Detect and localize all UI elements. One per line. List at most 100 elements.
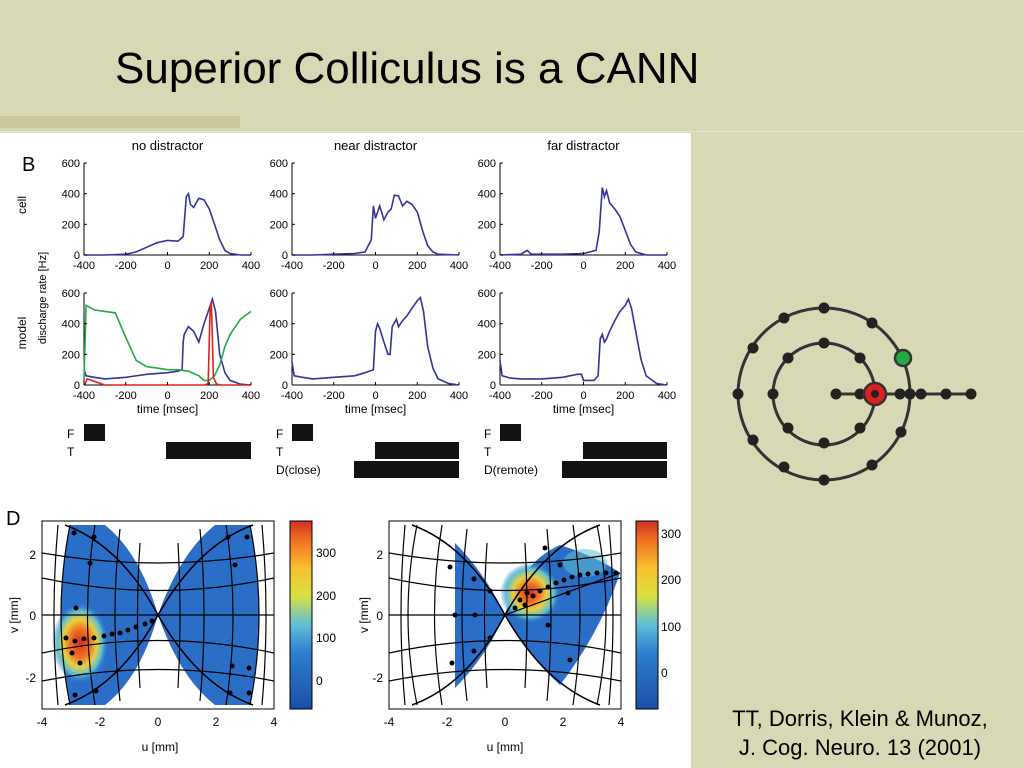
x-tick-label: -400 bbox=[73, 260, 95, 272]
x-tick-label: 0 bbox=[164, 260, 170, 272]
plot-axes bbox=[499, 293, 667, 386]
x-tick-label: 0 bbox=[372, 390, 378, 402]
panel-d-ylabel: v [mm] bbox=[357, 597, 371, 633]
panel-d-ylabel: v [mm] bbox=[7, 597, 21, 633]
event-label-d-close: D(close) bbox=[276, 463, 321, 477]
x-tick-label: -200 bbox=[323, 390, 345, 402]
y-tick-label: 200 bbox=[478, 219, 496, 231]
panel-d-xlabel: u [mm] bbox=[487, 740, 524, 754]
citation: TT, Dorris, Klein & Munoz, J. Cog. Neuro… bbox=[700, 704, 1020, 762]
y-tick-label: 2 bbox=[29, 548, 36, 562]
y-tick-label: 200 bbox=[62, 219, 80, 231]
activity-hotspot bbox=[52, 603, 108, 683]
x-tick-label: 200 bbox=[408, 260, 426, 272]
series-line bbox=[84, 191, 251, 256]
y-tick-label: 400 bbox=[270, 319, 288, 331]
colorbar-tick: 200 bbox=[661, 573, 681, 587]
x-tick-label: -200 bbox=[531, 260, 553, 272]
y-tick-label: 600 bbox=[270, 158, 288, 170]
column-title: near distractor bbox=[334, 138, 418, 153]
colorbar-right: 300 200 100 0 bbox=[635, 520, 681, 710]
x-tick-label: 200 bbox=[616, 390, 634, 402]
series-line bbox=[292, 194, 460, 256]
slide-title: Superior Colliculus is a CANN bbox=[115, 44, 700, 93]
x-tick-label: 400 bbox=[450, 260, 468, 272]
event-bar-distractor bbox=[354, 461, 459, 478]
citation-journal: J. Cog. Neuro. 13 (2001) bbox=[738, 735, 982, 760]
y-tick-label: 0 bbox=[74, 380, 80, 392]
event-label-d-remote: D(remote) bbox=[484, 463, 538, 477]
y-tick-label: 600 bbox=[478, 288, 496, 300]
x-tick-label: -200 bbox=[531, 390, 553, 402]
x-tick-label: 4 bbox=[271, 715, 278, 729]
x-tick-label: 0 bbox=[372, 260, 378, 272]
panel-d-label: D bbox=[6, 508, 20, 530]
x-tick-label: 0 bbox=[502, 715, 509, 729]
x-axis-label: time [msec] bbox=[553, 402, 614, 416]
y-tick-label: -2 bbox=[25, 671, 36, 685]
event-label-t: T bbox=[67, 445, 75, 459]
y-tick-label: 600 bbox=[270, 288, 288, 300]
x-tick-label: 0 bbox=[580, 390, 586, 402]
y-tick-label: 200 bbox=[478, 349, 496, 361]
series-line bbox=[499, 297, 668, 386]
cann-network-svg bbox=[732, 302, 977, 486]
y-tick-label: 600 bbox=[62, 288, 80, 300]
event-label-t: T bbox=[276, 445, 284, 459]
x-tick-label: 4 bbox=[618, 715, 625, 729]
x-tick-label: -400 bbox=[281, 390, 303, 402]
event-bar-fixation bbox=[84, 424, 105, 441]
x-tick-label: -400 bbox=[489, 390, 511, 402]
colorbar-tick: 300 bbox=[316, 546, 336, 560]
x-tick-label: 400 bbox=[242, 390, 260, 402]
x-tick-label: -200 bbox=[323, 260, 345, 272]
y-tick-label: 0 bbox=[29, 609, 36, 623]
panel-d-axes: -4 -2 0 2 4 -4 -2 0 2 4 u [mm] u [mm] 2 … bbox=[7, 548, 625, 754]
y-tick-label: 400 bbox=[270, 189, 288, 201]
x-tick-label: 0 bbox=[155, 715, 162, 729]
x-tick-label: -4 bbox=[37, 715, 48, 729]
series-line bbox=[83, 301, 251, 386]
event-bars: F T F T D(close) F T D(remote) bbox=[67, 424, 667, 478]
panel-b-plots: -400 -200 0 200 400 0 200 400 600 no distractor -4… bbox=[62, 138, 677, 416]
panel-d-xlabel: u [mm] bbox=[142, 740, 179, 754]
plot-axes bbox=[291, 163, 459, 256]
x-tick-label: -200 bbox=[115, 260, 137, 272]
citation-authors: TT, Dorris, Klein & Munoz, bbox=[732, 706, 988, 731]
y-tick-label: 0 bbox=[282, 250, 288, 262]
colorbar-tick: 300 bbox=[661, 527, 681, 541]
event-label-f: F bbox=[67, 427, 74, 441]
panel-b-ylabel: discharge rate [Hz] bbox=[37, 252, 49, 344]
x-axis-label: time [msec] bbox=[137, 402, 198, 416]
x-tick-label: -200 bbox=[115, 390, 137, 402]
x-tick-label: -4 bbox=[384, 715, 395, 729]
event-label-f: F bbox=[484, 427, 491, 441]
figure-panel: B cell discharge rate [Hz] model -400 -20… bbox=[0, 133, 691, 768]
y-tick-label: 400 bbox=[478, 189, 496, 201]
series-line bbox=[499, 187, 667, 256]
figure-svg: B cell discharge rate [Hz] model -400 -20… bbox=[6, 138, 681, 754]
series-line bbox=[83, 303, 252, 382]
x-tick-label: 2 bbox=[213, 715, 220, 729]
x-tick-label: 2 bbox=[560, 715, 567, 729]
x-tick-label: -400 bbox=[73, 390, 95, 402]
x-tick-label: 400 bbox=[658, 260, 676, 272]
x-tick-label: -400 bbox=[281, 260, 303, 272]
y-tick-label: 0 bbox=[376, 609, 383, 623]
event-bar-fixation bbox=[292, 424, 313, 441]
y-tick-label: 200 bbox=[62, 349, 80, 361]
event-bar-target bbox=[375, 442, 459, 459]
electrode-sites bbox=[447, 545, 619, 666]
x-tick-label: 400 bbox=[242, 260, 260, 272]
y-tick-label: 400 bbox=[62, 319, 80, 331]
colorbar-tick: 100 bbox=[316, 631, 336, 645]
colorbar-tick: 0 bbox=[316, 674, 323, 688]
row-label-model: model bbox=[15, 317, 29, 350]
collicular-map-left bbox=[41, 520, 275, 710]
event-bar-target bbox=[583, 442, 667, 459]
x-tick-label: -2 bbox=[442, 715, 453, 729]
event-label-f: F bbox=[276, 427, 283, 441]
x-axis-label: time [msec] bbox=[345, 402, 406, 416]
x-tick-label: 0 bbox=[164, 390, 170, 402]
panel-b-label: B bbox=[22, 154, 35, 176]
